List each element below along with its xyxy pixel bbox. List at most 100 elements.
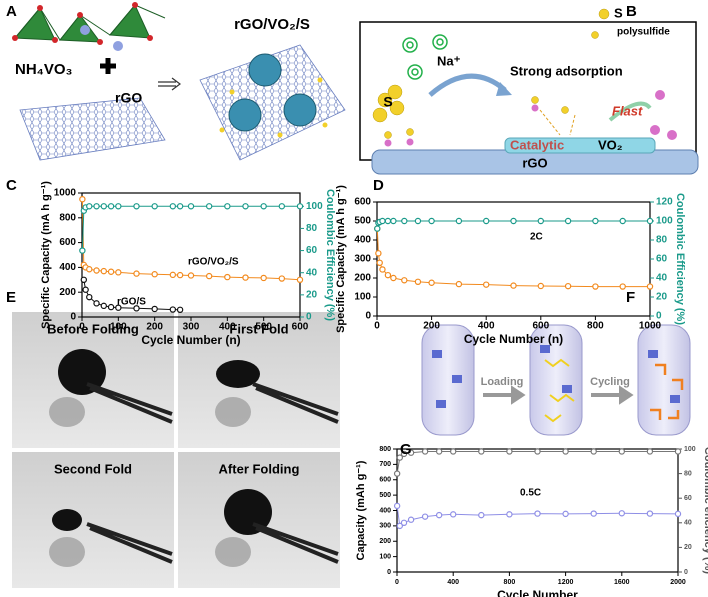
electrode [58, 349, 106, 395]
y2-tick-label: 20 [306, 289, 318, 300]
y-axis-label: Specific Capacity (mA h g⁻¹) [40, 181, 52, 329]
y-tick-label: 0 [70, 312, 76, 323]
tweezers [252, 382, 339, 424]
data-point [296, 276, 304, 283]
y2-tick-label: 40 [684, 520, 692, 527]
data-point [400, 450, 408, 458]
data-point [107, 303, 115, 311]
data-point [93, 203, 100, 210]
y-tick-label: 800 [59, 212, 76, 223]
data-point [393, 502, 401, 510]
data-point [176, 203, 184, 210]
data-point [407, 516, 415, 523]
data-point [169, 306, 177, 313]
series-line [81, 199, 301, 281]
data-point [435, 448, 443, 455]
x-tick-label: 2000 [670, 579, 686, 586]
y2-tick-label: 120 [656, 197, 673, 208]
series-line [396, 451, 678, 474]
data-point [478, 511, 485, 519]
data-point [421, 448, 429, 455]
y2-tick-label: 40 [306, 267, 318, 278]
reactant-label: NH₄VO₃ [15, 61, 72, 78]
data-point [564, 217, 572, 225]
loading-label: Loading [481, 376, 524, 388]
data-point [107, 203, 115, 210]
data-point [455, 280, 463, 288]
data-point [224, 273, 231, 281]
y2-tick-label: 60 [306, 245, 318, 256]
data-point [176, 271, 184, 279]
y-tick-label: 400 [379, 507, 391, 514]
data-point [646, 448, 654, 455]
y2-axis-label: Coulombic Efficiency (%) [674, 193, 686, 325]
y2-tick-label: 0 [306, 312, 312, 323]
data-point [619, 217, 626, 225]
y-tick-label: 100 [354, 292, 371, 303]
data-point [133, 270, 140, 277]
annotation: 2C [530, 232, 543, 243]
data-point [564, 282, 572, 290]
data-point [93, 267, 100, 274]
y2-tick-label: 0 [656, 311, 662, 322]
data-point [450, 511, 457, 518]
data-point [205, 272, 213, 280]
series-label: rGO/S [117, 297, 146, 308]
x-tick-label: 400 [219, 322, 236, 333]
x-tick-label: 800 [587, 321, 604, 332]
electrode [224, 489, 272, 535]
data-point [618, 510, 626, 517]
data-point [590, 448, 597, 455]
y-tick-label: 600 [379, 477, 391, 484]
data-point [414, 217, 422, 225]
data-point [592, 217, 599, 225]
y-tick-label: 200 [379, 538, 391, 545]
data-point [414, 278, 422, 285]
series-line [81, 205, 300, 251]
data-point [375, 250, 382, 257]
shadow [49, 397, 85, 427]
data-point [115, 269, 122, 276]
x-tick-label: 1200 [558, 579, 574, 586]
data-point [592, 283, 599, 290]
data-point [674, 510, 682, 518]
y-tick-label: 1000 [54, 188, 77, 199]
catalytic-label: Catalytic [510, 137, 564, 152]
panel-b-illustration: S polysulfide Na⁺ Strong adsorption Flas… [359, 5, 699, 175]
x-tick-label: 100 [110, 322, 127, 333]
annotation: 0.5C [520, 488, 541, 499]
plot-frame [81, 192, 301, 318]
data-point [400, 519, 408, 527]
panel-letter: B [626, 3, 637, 20]
data-point [260, 203, 267, 210]
flast-label: Flast [612, 103, 643, 118]
y-tick-label: 200 [354, 273, 371, 284]
data-point [133, 305, 140, 312]
data-point [86, 203, 93, 210]
cycling-label: Cycling [590, 376, 630, 388]
y-tick-label: 700 [379, 461, 391, 468]
data-point [82, 286, 89, 293]
electrode [216, 360, 260, 388]
y2-axis-label: Coulombic Efficiency (%) [324, 189, 336, 321]
data-point [176, 306, 184, 314]
y2-tick-label: 80 [684, 470, 692, 477]
polysulfide-legend: polysulfide [617, 27, 670, 38]
x-tick-label: 0 [395, 579, 399, 586]
y2-tick-label: 100 [656, 216, 673, 227]
data-point [562, 448, 569, 455]
data-point [483, 281, 490, 288]
data-point [242, 274, 249, 281]
panel-letters: A B C D E F G [6, 3, 637, 458]
vo2-label: VO₂ [598, 137, 623, 152]
data-point [396, 454, 404, 461]
tweezers [86, 522, 173, 564]
data-point [379, 266, 386, 273]
y2-tick-label: 80 [306, 223, 318, 234]
y-axis-label: Specific Capacity (mA h g⁻¹) [335, 185, 347, 333]
data-point [260, 274, 267, 282]
panel-letter: D [373, 177, 384, 194]
x-tick-label: 400 [447, 579, 459, 586]
data-point [401, 277, 408, 284]
